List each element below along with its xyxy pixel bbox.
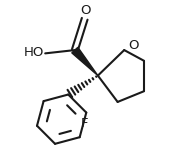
Text: O: O	[128, 40, 139, 52]
Text: O: O	[80, 4, 91, 17]
Polygon shape	[72, 47, 98, 76]
Text: HO: HO	[24, 46, 44, 59]
Text: F: F	[81, 117, 88, 130]
